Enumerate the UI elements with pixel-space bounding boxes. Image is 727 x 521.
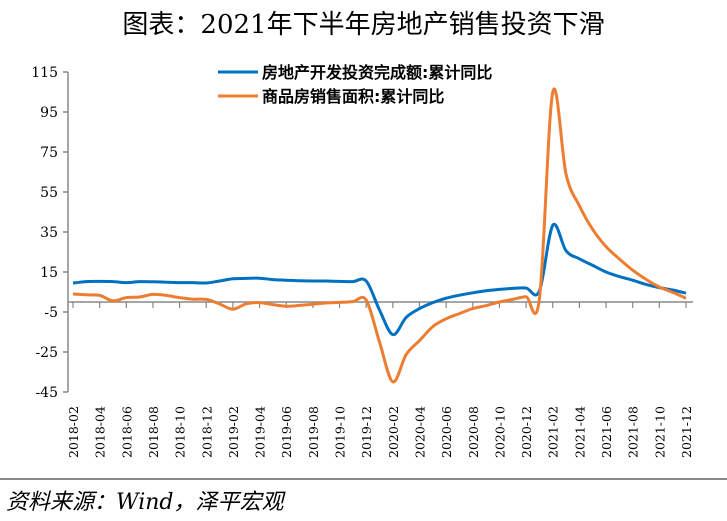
x-tick-label: 2019-04 <box>253 406 268 458</box>
y-tick-label: 75 <box>40 145 58 161</box>
x-tick-label: 2018-02 <box>66 406 81 458</box>
series-line-2 <box>72 87 687 384</box>
y-tick-label: -25 <box>35 345 58 361</box>
x-tick-label: 2020-04 <box>412 406 427 458</box>
x-tick-label: 2021-02 <box>546 406 561 458</box>
y-tick-label: -5 <box>44 305 58 321</box>
legend-label-2: 商品房销售面积:累计同比 <box>262 87 444 106</box>
x-tick-label: 2018-12 <box>199 406 214 458</box>
source-note: 资料来源：Wind，泽平宏观 <box>6 490 284 515</box>
chart-title: 图表：2021年下半年房地产销售投资下滑 <box>122 10 605 40</box>
legend-label-1: 房地产开发投资完成额:累计同比 <box>262 63 492 82</box>
y-tick-label: 95 <box>40 105 58 121</box>
x-tick-label: 2019-02 <box>226 406 241 458</box>
x-tick-label: 2018-06 <box>119 406 134 458</box>
line-chart: -45 -25 -5 15 35 55 75 95 115 2018-02 2018-04 2018-… <box>31 63 694 458</box>
x-tick-label: 2018-08 <box>146 406 161 458</box>
x-tick-label: 2021-12 <box>679 406 694 458</box>
x-tick-label: 2020-02 <box>386 406 401 458</box>
y-tick-label: 55 <box>40 185 58 201</box>
x-tick-label: 2019-08 <box>306 406 321 458</box>
y-tick-label: 35 <box>40 225 58 241</box>
series-line-1 <box>72 222 687 337</box>
x-tick-label: 2019-10 <box>333 406 348 458</box>
x-tick-label: 2021-06 <box>599 406 614 458</box>
x-tick-label: 2021-10 <box>652 406 667 458</box>
x-tick-label: 2018-04 <box>93 406 108 458</box>
x-tick-label: 2019-12 <box>359 406 374 458</box>
x-tick-label: 2021-04 <box>572 406 587 458</box>
x-tick-label: 2020-06 <box>439 406 454 458</box>
x-tick-label: 2020-10 <box>492 406 507 458</box>
y-tick-label: -45 <box>35 385 58 401</box>
x-tick-label: 2020-08 <box>466 406 481 458</box>
y-tick-label: 115 <box>31 65 58 81</box>
x-tick-label: 2021-08 <box>626 406 641 458</box>
x-tick-label: 2019-06 <box>279 406 294 458</box>
x-tick-label: 2020-12 <box>519 406 534 458</box>
x-tick-label: 2018-10 <box>173 406 188 458</box>
divider <box>0 478 727 480</box>
y-tick-label: 15 <box>40 265 58 281</box>
